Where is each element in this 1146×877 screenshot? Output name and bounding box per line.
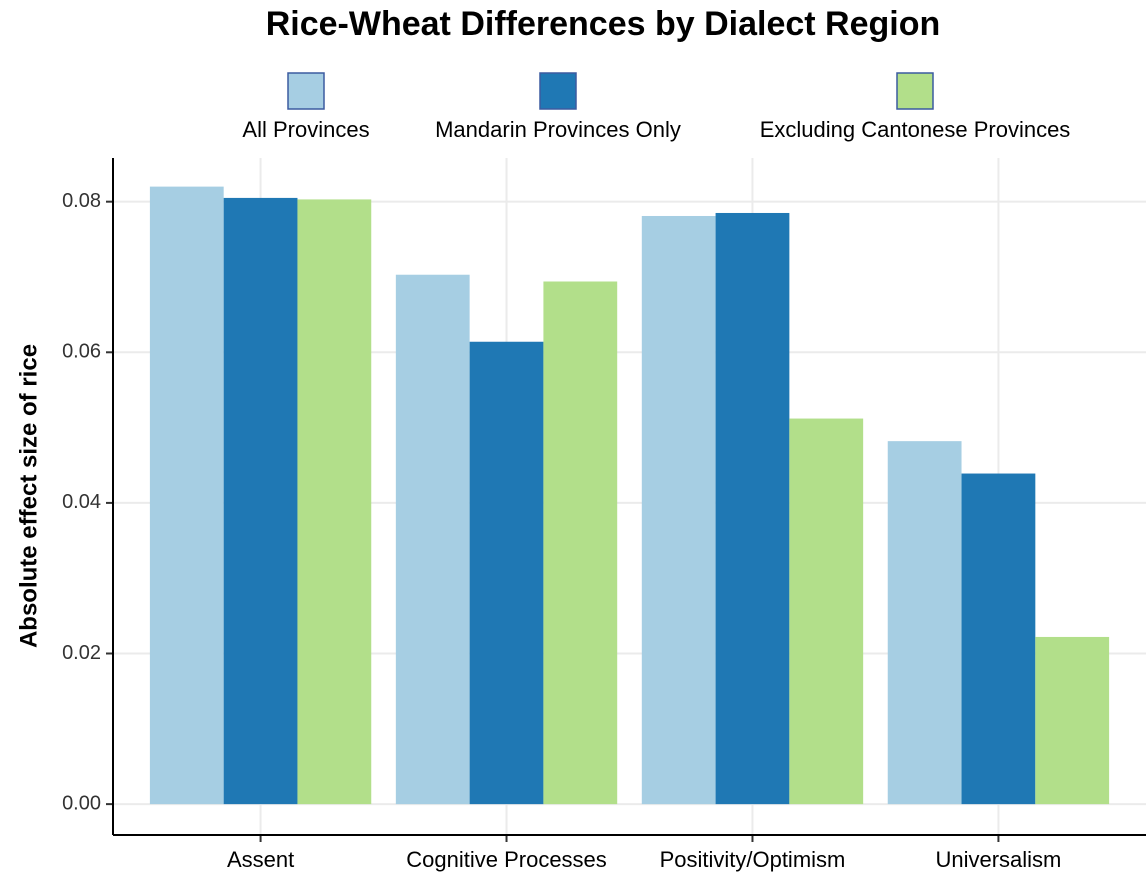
y-tick-label: 0.08	[62, 190, 101, 212]
x-tick-label: Universalism	[935, 847, 1061, 872]
bar	[887, 441, 962, 805]
bar	[297, 199, 372, 805]
legend-swatch	[287, 72, 325, 110]
y-tick-label: 0.06	[62, 341, 101, 363]
chart-title: Rice-Wheat Differences by Dialect Region	[266, 5, 941, 43]
legend-swatch	[896, 72, 934, 110]
bar	[395, 274, 470, 805]
legend-label: All Provinces	[242, 117, 369, 142]
legend-label: Excluding Cantonese Provinces	[760, 117, 1071, 142]
y-tick-label: 0.00	[62, 792, 101, 814]
legend-swatch	[539, 72, 577, 110]
bar	[961, 473, 1036, 805]
y-axis-label: Absolute effect size of rice	[15, 344, 42, 648]
x-tick-label: Positivity/Optimism	[660, 847, 846, 872]
bar	[1035, 636, 1110, 805]
bar	[469, 341, 544, 805]
x-tick-label: Assent	[227, 847, 294, 872]
x-tick-label: Cognitive Processes	[406, 847, 607, 872]
bar	[543, 281, 618, 805]
bar	[149, 186, 224, 805]
bar	[715, 212, 790, 805]
bar	[641, 215, 716, 805]
bar	[223, 197, 298, 805]
y-tick-label: 0.02	[62, 642, 101, 664]
legend-label: Mandarin Provinces Only	[435, 117, 681, 142]
y-tick-label: 0.04	[62, 491, 101, 513]
bar	[789, 418, 864, 805]
